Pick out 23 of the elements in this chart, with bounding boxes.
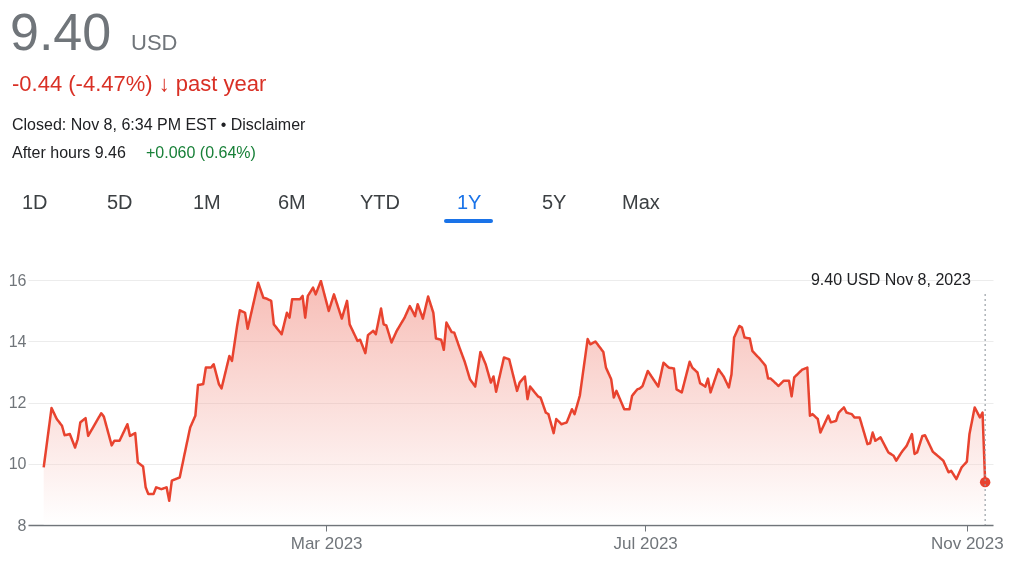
text: +0.060 (0.64%) [146, 144, 256, 161]
x-tick-label: Mar 2023 [290, 533, 363, 553]
y-tick-label: 14 [8, 332, 27, 350]
text: -0.44 (-4.47%) ↓ past year [12, 71, 267, 96]
y-tick-label: 16 [8, 271, 27, 289]
text: YTD [360, 191, 400, 213]
text: 1D [22, 191, 48, 213]
text: Closed: Nov 8, 6:34 PM EST • Disclaimer [12, 116, 307, 133]
text: 1Y [457, 191, 482, 213]
chart-subtitle: USD [131, 30, 178, 55]
y-tick-label: 12 [8, 394, 27, 411]
y-tick-label: 10 [8, 455, 27, 473]
annotation: 9.40 USD Nov 8, 2023 [810, 271, 972, 288]
text: 5D [107, 191, 133, 213]
text: 5Y [542, 191, 567, 213]
text: Max [622, 191, 660, 213]
text: 6M [278, 191, 306, 213]
x-tick-label: Jul 2023 [613, 533, 678, 553]
x-tick-label: Nov 2023 [930, 533, 1004, 553]
chart-title: 9.40 [10, 3, 112, 61]
text: After hours 9.46 [12, 144, 126, 161]
text: 1M [193, 191, 221, 213]
y-tick-label: 8 [17, 516, 27, 534]
